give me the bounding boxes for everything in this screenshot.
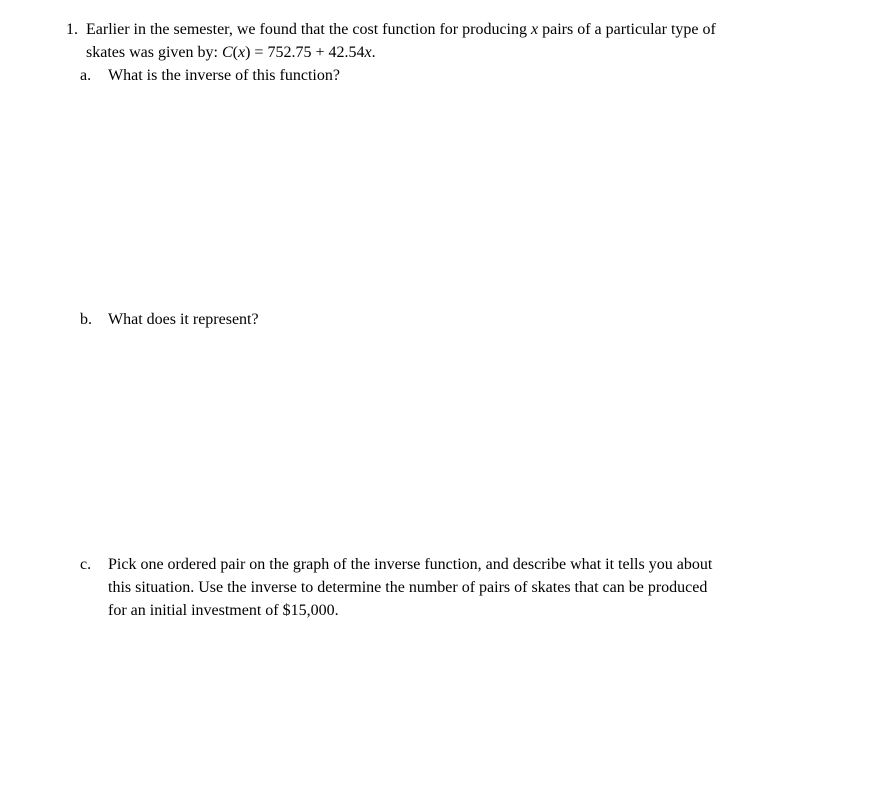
question-1: 1. Earlier in the semester, we found tha… xyxy=(50,18,832,64)
part-b-text: What does it represent? xyxy=(108,308,832,331)
math-func-c: C xyxy=(222,44,233,61)
question-stem: Earlier in the semester, we found that t… xyxy=(86,18,832,64)
workspace-a xyxy=(50,88,832,308)
worksheet-page: 1. Earlier in the semester, we found tha… xyxy=(0,0,882,622)
stem-text: Earlier in the semester, we found that t… xyxy=(86,21,531,38)
part-letter: a. xyxy=(78,64,108,87)
math-var-x: x xyxy=(364,44,371,61)
part-c-text: Pick one ordered pair on the graph of th… xyxy=(108,553,832,623)
part-c-line3: for an initial investment of $15,000. xyxy=(108,602,339,619)
part-letter: b. xyxy=(78,308,108,331)
workspace-b xyxy=(50,331,832,553)
stem-text: pairs of a particular type of xyxy=(538,21,716,38)
part-letter: c. xyxy=(78,553,108,576)
part-c-line1: Pick one ordered pair on the graph of th… xyxy=(108,556,712,573)
part-b: b. What does it represent? xyxy=(50,308,832,331)
stem-text: skates was given by: xyxy=(86,44,222,61)
question-number: 1. xyxy=(50,18,86,41)
stem-text: . xyxy=(372,44,376,61)
part-c-line2: this situation. Use the inverse to deter… xyxy=(108,579,707,596)
part-a-text: What is the inverse of this function? xyxy=(108,64,832,87)
part-c: c. Pick one ordered pair on the graph of… xyxy=(50,553,832,623)
part-a: a. What is the inverse of this function? xyxy=(50,64,832,87)
stem-text: ) = 752.75 + 42.54 xyxy=(245,44,364,61)
